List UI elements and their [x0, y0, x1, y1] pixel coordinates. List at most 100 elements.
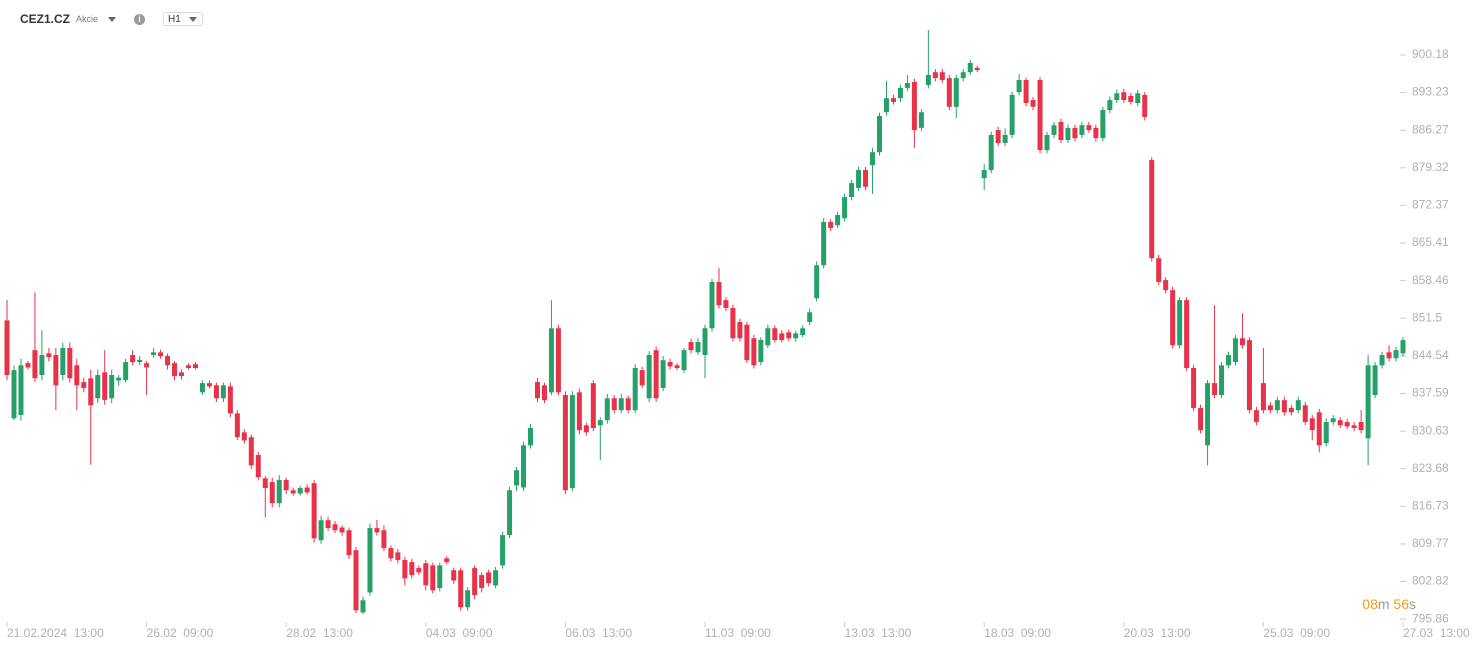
candle-body — [883, 98, 889, 113]
candle-body — [1205, 383, 1211, 446]
candle-body — [814, 265, 820, 299]
candle-body — [1400, 340, 1406, 354]
y-tick-label: 851.5 — [1412, 310, 1442, 324]
candle-body — [283, 479, 289, 491]
candle-body — [904, 83, 910, 88]
candle-body — [541, 385, 547, 401]
candle-timer: 08m 56s — [1362, 596, 1416, 612]
symbol[interactable]: CEZ1.CZ — [20, 12, 71, 26]
info-icon[interactable]: i — [134, 13, 146, 25]
candle-body — [1198, 408, 1204, 431]
candle-body — [744, 324, 750, 361]
candle-body — [1065, 127, 1071, 141]
candle-body — [1219, 365, 1225, 396]
candle-body — [1337, 420, 1343, 426]
candle-body — [395, 552, 401, 560]
x-tick-label: 26.02 09:00 — [147, 626, 214, 640]
candle-body — [521, 445, 527, 488]
candle-body — [932, 72, 938, 79]
candle-body — [737, 322, 743, 339]
candle-body — [206, 383, 212, 387]
candle-body — [346, 530, 352, 556]
instrument-kind: Akcie — [76, 14, 99, 24]
candle-body — [870, 152, 876, 166]
candle-body — [493, 570, 499, 586]
candle-body — [437, 565, 443, 589]
candle-body — [332, 524, 338, 531]
candle-body — [213, 385, 219, 399]
candle-body — [458, 570, 464, 608]
candle-body — [632, 367, 638, 411]
candle-body — [939, 72, 945, 81]
candle-body — [486, 572, 492, 584]
candle-body — [81, 382, 87, 389]
candle-body — [430, 565, 436, 591]
candle-body — [1267, 405, 1273, 411]
candle-body — [1379, 355, 1385, 366]
candle-body — [472, 568, 478, 596]
candle-body — [786, 332, 792, 339]
y-tick-label: 823.68 — [1412, 461, 1449, 475]
candle-body — [130, 355, 136, 363]
y-tick-label: 879.32 — [1412, 160, 1449, 174]
candle-body — [1239, 338, 1245, 346]
candle-body — [102, 372, 108, 400]
candle-body — [1351, 425, 1357, 429]
candle-body — [877, 115, 882, 153]
candle-body — [1128, 95, 1134, 102]
candle-body — [974, 67, 980, 71]
candle-body — [1107, 100, 1113, 111]
candle-body — [597, 420, 603, 426]
header: CEZ1.CZ Akcie i H1 — [20, 9, 204, 29]
timeframe: H1 — [168, 13, 181, 25]
candle-body — [618, 398, 624, 411]
candle-body — [137, 359, 143, 363]
candle-body — [1086, 125, 1092, 131]
candle-body — [1051, 125, 1057, 135]
timeframe-select[interactable]: H1 — [163, 12, 204, 26]
candle-body — [897, 87, 903, 99]
candle-body — [53, 355, 59, 386]
candle-body — [220, 385, 226, 399]
candle-body — [172, 363, 178, 377]
candle-body — [1295, 400, 1301, 411]
x-tick-label: 06.03 13:00 — [565, 626, 632, 640]
candle-body — [514, 470, 520, 486]
candle-body — [842, 197, 848, 219]
candle-body — [1037, 80, 1043, 151]
candle-body — [1009, 94, 1015, 135]
candle-body — [1170, 290, 1176, 346]
timer-seconds: 56 — [1393, 596, 1409, 612]
candle-body — [304, 487, 310, 493]
candle-body — [1372, 365, 1378, 396]
candle-body — [653, 350, 659, 399]
candle-body — [1365, 365, 1371, 439]
candle-body — [248, 437, 254, 466]
candle-body — [1177, 300, 1183, 346]
candle-body — [39, 355, 45, 376]
candle-body — [4, 320, 10, 376]
candle-body — [465, 590, 471, 608]
candle-body — [1058, 121, 1064, 141]
candle-body — [1016, 80, 1022, 93]
candle-body — [590, 383, 596, 429]
x-tick-label: 13.03 13:00 — [845, 626, 912, 640]
y-tick-label: 865.41 — [1412, 235, 1449, 249]
candle-body — [863, 170, 869, 187]
candle-body — [88, 378, 94, 406]
candle-body — [646, 355, 652, 399]
symbol-dropdown[interactable] — [108, 16, 117, 22]
candle-body — [1156, 258, 1162, 283]
candle-body — [1072, 127, 1078, 139]
candle-body — [409, 562, 415, 576]
candle-body — [353, 550, 359, 611]
candle-body — [890, 98, 896, 102]
candle-body — [695, 342, 701, 353]
candle-body — [109, 375, 115, 399]
candle-body — [123, 362, 129, 381]
candle-body — [276, 479, 282, 504]
y-tick-label: 893.23 — [1412, 85, 1449, 99]
candle-body — [1135, 93, 1141, 104]
y-tick-label: 886.27 — [1412, 122, 1449, 136]
candle-body — [583, 425, 589, 433]
